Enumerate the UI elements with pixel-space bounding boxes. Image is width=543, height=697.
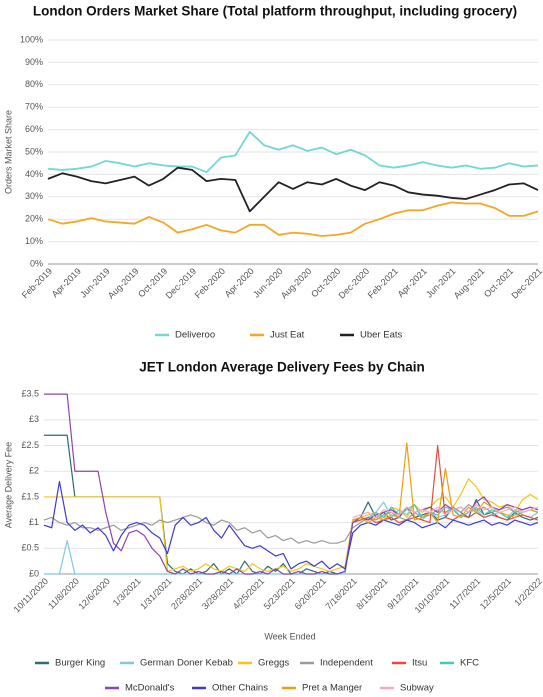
legend-label: McDonald's <box>125 683 175 694</box>
series-line <box>43 480 539 570</box>
y-tick-label: 50% <box>25 146 43 156</box>
y-tick-label: 30% <box>25 191 43 201</box>
x-tick-label: 12/5/2021 <box>478 576 513 611</box>
y-tick-label: 10% <box>25 236 43 246</box>
series-line <box>44 478 539 573</box>
x-tick-label: Feb-2020 <box>193 266 227 300</box>
x-tick-label: Dec-2020 <box>336 266 371 301</box>
x-tick-label: 4/25/2021 <box>231 576 266 611</box>
y-axis-label: Average Delivery Fee <box>3 442 13 528</box>
x-tick-label: Aug-2021 <box>452 266 487 301</box>
y-tick-label: £2 <box>29 466 39 476</box>
series-line <box>352 444 539 524</box>
series-line <box>47 130 539 174</box>
x-tick-label: Aug-2019 <box>106 266 141 301</box>
x-tick-label: Apr-2021 <box>396 266 429 299</box>
x-tick-label: Dec-2021 <box>509 266 543 301</box>
series-line <box>352 442 539 524</box>
series-line <box>47 201 539 237</box>
y-axis-label: Orders Market Share <box>3 110 13 194</box>
x-tick-label: 2/28/2021 <box>169 576 204 611</box>
y-tick-label: 100% <box>20 34 43 44</box>
x-tick-label: 6/20/2021 <box>293 576 328 611</box>
x-tick-label: 1/31/2021 <box>138 576 173 611</box>
series-line <box>44 434 539 575</box>
x-tick-label: 8/15/2021 <box>354 576 389 611</box>
chart-title: London Orders Market Share (Total platfo… <box>33 4 517 19</box>
legend-label: Uber Eats <box>360 330 402 341</box>
x-tick-label: 1/3/2021 <box>111 576 143 608</box>
y-tick-label: £1.5 <box>21 491 39 501</box>
series-line <box>47 166 539 213</box>
legend-label: Itsu <box>412 658 427 669</box>
x-tick-label: 11/7/2021 <box>447 576 482 611</box>
x-tick-label: Apr-2020 <box>223 266 256 299</box>
legend-label: Just Eat <box>270 330 305 341</box>
y-tick-label: £2.5 <box>21 440 39 450</box>
legend-label: Other Chains <box>212 683 268 694</box>
y-tick-label: 90% <box>25 57 43 67</box>
x-tick-label: Dec-2019 <box>164 266 199 301</box>
legend-label: German Doner Kebab <box>140 658 233 669</box>
legend-label: Burger King <box>55 658 105 669</box>
x-tick-label: Apr-2019 <box>50 266 83 299</box>
x-tick-label: 5/23/2021 <box>262 576 297 611</box>
series-line <box>352 504 539 524</box>
x-tick-label: Aug-2020 <box>279 266 314 301</box>
y-tick-label: 80% <box>25 79 43 89</box>
legend-label: Independent <box>320 658 373 669</box>
legend-label: Subway <box>400 683 434 694</box>
y-tick-label: 60% <box>25 124 43 134</box>
series-line <box>44 393 539 575</box>
chart-title: JET London Average Delivery Fees by Chai… <box>139 360 425 375</box>
y-tick-label: £3.5 <box>21 389 39 399</box>
legend-label: KFC <box>460 658 479 669</box>
y-tick-label: £1 <box>29 517 39 527</box>
legend-label: Deliveroo <box>175 330 215 341</box>
x-tick-label: 11/8/2020 <box>46 576 81 611</box>
x-tick-label: Feb-2021 <box>366 266 400 300</box>
x-tick-label: 1/2/2022 <box>512 576 543 608</box>
y-tick-label: 70% <box>25 102 43 112</box>
legend-label: Greggs <box>258 658 289 669</box>
y-tick-label: 20% <box>25 214 43 224</box>
x-tick-label: 7/18/2021 <box>323 576 358 611</box>
x-axis-label: Week Ended <box>264 631 315 641</box>
legend-label: Pret a Manger <box>302 683 362 694</box>
series-line <box>352 504 539 519</box>
y-tick-label: 0% <box>30 258 43 268</box>
x-tick-label: 3/28/2021 <box>200 576 235 611</box>
y-tick-label: £0 <box>29 568 39 578</box>
x-tick-label: 12/6/2020 <box>76 576 111 611</box>
y-tick-label: £3 <box>29 414 39 424</box>
x-tick-label: 10/11/2020 <box>12 576 50 614</box>
y-tick-label: £0.5 <box>21 543 39 553</box>
y-tick-label: 40% <box>25 169 43 179</box>
x-tick-label: Feb-2019 <box>20 266 54 300</box>
